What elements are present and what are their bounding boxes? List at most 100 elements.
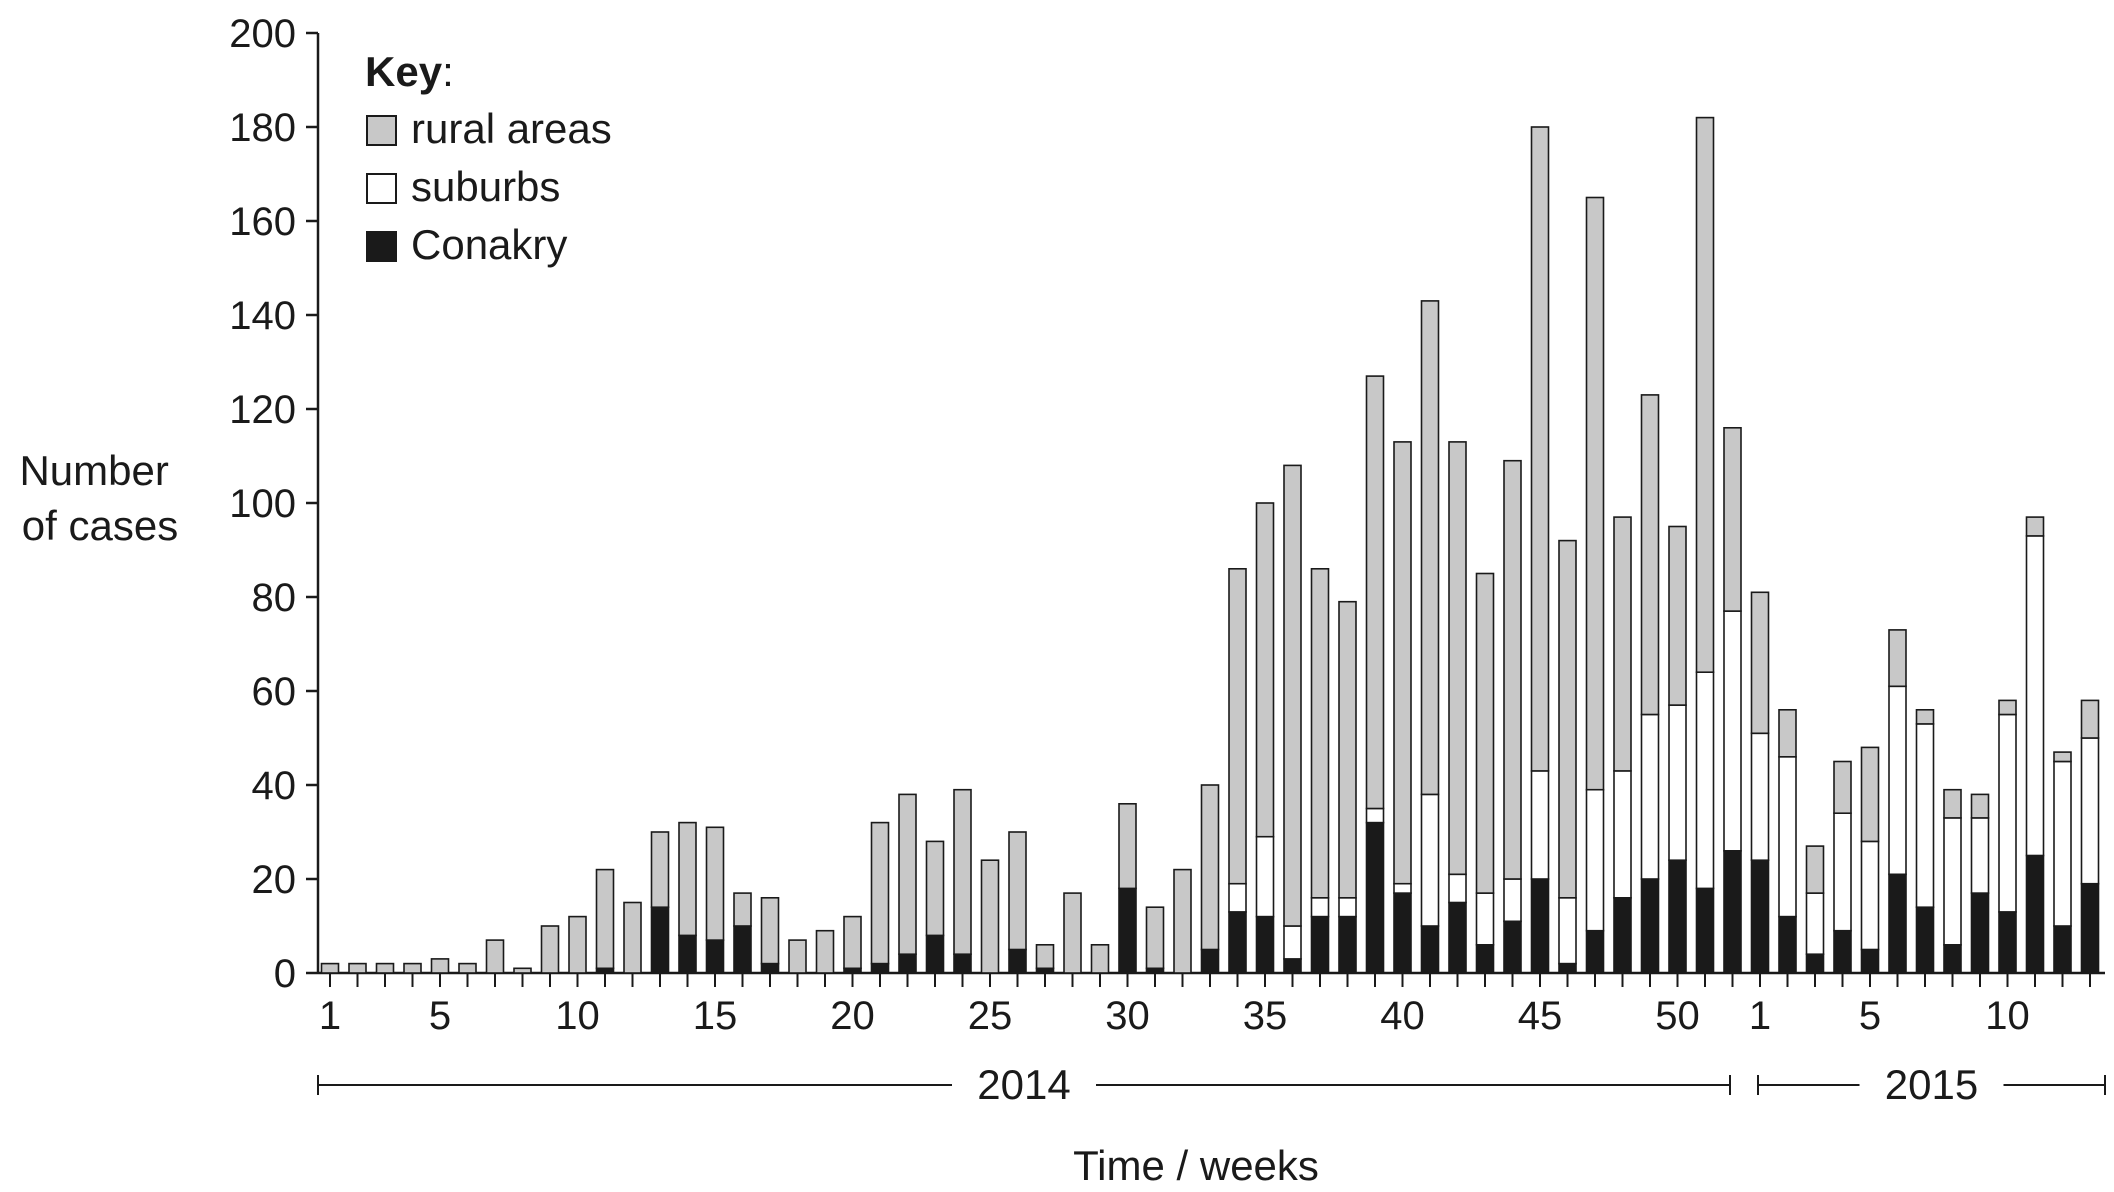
bar-segment-rural-areas <box>1888 629 1907 688</box>
y-tick-label: 180 <box>229 106 296 150</box>
y-tick-label: 140 <box>229 294 296 338</box>
bar-segment-rural-areas <box>1420 300 1440 796</box>
bar-segment-conakry <box>1310 915 1330 974</box>
bar-segment-suburbs <box>1668 704 1687 861</box>
bar-segment-suburbs <box>1393 882 1412 894</box>
bar-segment-rural-areas <box>678 821 697 937</box>
bar-segment-rural-areas <box>733 892 752 927</box>
bar-segment-rural-areas <box>1585 196 1605 791</box>
bar-segment-rural-areas <box>1173 868 1192 974</box>
bar-segment-conakry <box>650 906 670 974</box>
bar-segment-conakry <box>1613 896 1632 974</box>
bar-segment-rural-areas <box>1668 525 1687 706</box>
y-tick-label: 100 <box>229 482 296 526</box>
bar-segment-rural-areas <box>1475 572 1495 894</box>
bar-segment-rural-areas <box>485 939 505 974</box>
bar-segment-rural-areas <box>650 831 670 908</box>
bar-segment-rural-areas <box>1558 539 1577 899</box>
bar-segment-rural-areas <box>513 967 532 974</box>
bar-segment-conakry <box>1228 911 1247 974</box>
y-tick-label: 160 <box>229 200 296 244</box>
bar-segment-suburbs <box>1750 732 1770 861</box>
bar-segment-rural-areas <box>1008 831 1027 951</box>
x-tick-label: 1 <box>1749 994 1771 1038</box>
bar-segment-rural-areas <box>540 925 560 974</box>
y-axis-ticks: 0 20 40 60 80 100 120 140 160 180 200 <box>229 12 318 996</box>
year-label: 2014 <box>977 1061 1070 1108</box>
y-axis-title-line-1: Number <box>19 447 168 494</box>
bar-segment-rural-areas <box>788 939 807 974</box>
bar-segment-suburbs <box>1475 892 1495 946</box>
y-axis-title: Number of cases <box>19 447 180 549</box>
bar-segment-rural-areas <box>1613 516 1632 772</box>
bar-segment-conakry <box>1255 915 1275 974</box>
x-tick-label: 5 <box>429 994 451 1038</box>
bars-group <box>320 116 2100 974</box>
bar-segment-rural-areas <box>1255 502 1275 838</box>
bar-segment-conakry <box>1503 920 1522 974</box>
bar-segment-conakry <box>1833 929 1852 974</box>
bar-segment-conakry <box>1008 948 1027 974</box>
bar-segment-rural-areas <box>1695 116 1715 673</box>
bar-segment-conakry <box>1420 925 1440 974</box>
bar-segment-suburbs <box>1310 896 1330 918</box>
bar-segment-rural-areas <box>870 821 890 965</box>
y-tick-label: 40 <box>252 764 297 808</box>
x-tick-label: 15 <box>693 994 738 1038</box>
bar-segment-rural-areas <box>1200 784 1220 951</box>
year-brackets: 2014 2015 <box>317 1061 2106 1108</box>
bar-segment-suburbs <box>1805 892 1825 955</box>
x-tick-label: 10 <box>555 994 600 1038</box>
bar-segment-rural-areas <box>595 868 615 970</box>
x-axis-title: Time / weeks <box>1073 1142 1319 1189</box>
bar-segment-rural-areas <box>1778 708 1797 758</box>
x-tick-label: 25 <box>968 994 1013 1038</box>
bar-segment-rural-areas <box>1365 375 1385 810</box>
bar-segment-conakry <box>1888 873 1907 974</box>
bar-segment-rural-areas <box>1283 464 1302 927</box>
bar-segment-rural-areas <box>1090 943 1110 974</box>
x-tick-label: 45 <box>1518 994 1563 1038</box>
bar-segment-conakry <box>1393 892 1412 974</box>
bar-segment-rural-areas <box>1640 394 1660 716</box>
x-tick-label: 40 <box>1380 994 1425 1038</box>
bar-segment-suburbs <box>1915 723 1935 909</box>
legend-label-rural-areas: rural areas <box>411 105 612 152</box>
bar-segment-rural-areas <box>568 915 587 974</box>
bar-segment-conakry <box>1943 943 1962 974</box>
bar-segment-conakry <box>1723 849 1742 974</box>
bar-segment-suburbs <box>1970 817 1990 894</box>
legend-title: Key: <box>365 48 454 95</box>
bar-segment-suburbs <box>1723 610 1742 852</box>
legend-swatch-conakry <box>366 231 397 262</box>
bar-segment-suburbs <box>1530 770 1550 880</box>
bar-segment-conakry <box>953 953 972 974</box>
bar-segment-rural-areas <box>1035 943 1055 970</box>
bar-segment-conakry <box>925 934 945 974</box>
bar-segment-conakry <box>2025 854 2045 974</box>
bar-segment-suburbs <box>1420 793 1440 927</box>
bar-segment-conakry <box>1640 878 1660 974</box>
bar-segment-rural-areas <box>1805 845 1825 894</box>
bar-segment-conakry <box>1338 915 1357 974</box>
bar-segment-rural-areas <box>2080 699 2100 739</box>
bar-segment-rural-areas <box>2053 751 2072 763</box>
legend-title-key: Key <box>365 48 443 95</box>
bar-segment-suburbs <box>1860 840 1880 951</box>
bar-segment-rural-areas <box>403 962 422 974</box>
bar-segment-rural-areas <box>1063 892 1082 974</box>
bar-segment-conakry <box>678 934 697 974</box>
legend-title-colon: : <box>442 48 454 95</box>
bar-segment-suburbs <box>2080 737 2100 885</box>
bar-segment-rural-areas <box>980 859 1000 974</box>
y-tick-label: 200 <box>229 12 296 56</box>
bar-segment-conakry <box>1448 901 1467 974</box>
bar-segment-conakry <box>1118 887 1137 974</box>
bar-segment-conakry <box>2053 925 2072 974</box>
x-tick-label: 35 <box>1243 994 1288 1038</box>
bar-segment-conakry <box>1778 915 1797 974</box>
bar-segment-conakry <box>1695 887 1715 974</box>
bar-segment-rural-areas <box>1393 441 1412 885</box>
x-tick-label: 5 <box>1859 994 1881 1038</box>
x-tick-label: 20 <box>830 994 875 1038</box>
